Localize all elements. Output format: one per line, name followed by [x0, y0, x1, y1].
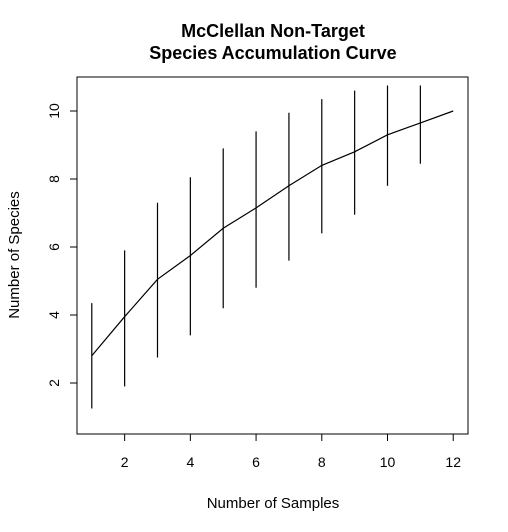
y-axis: 2 4 6 8 10	[46, 103, 77, 387]
error-bars	[91, 85, 421, 409]
y-tick-label: 4	[46, 311, 62, 319]
x-tick-label: 2	[121, 454, 129, 470]
y-tick-label: 6	[46, 243, 62, 251]
plot-frame	[76, 76, 469, 435]
y-tick-label: 2	[46, 379, 62, 387]
x-axis-label: Number of Samples	[207, 495, 340, 512]
x-axis: 2 4 6 8 10 12	[121, 434, 461, 470]
x-tick-label: 4	[186, 454, 194, 470]
accumulation-curve	[91, 110, 454, 357]
chart-title-line1: McClellan Non-Target	[181, 21, 365, 41]
x-tick-label: 10	[380, 454, 396, 470]
chart-title-line2: Species Accumulation Curve	[149, 43, 396, 63]
y-axis-label: Number of Species	[6, 191, 23, 319]
series	[91, 110, 454, 357]
x-tick-label: 12	[445, 454, 461, 470]
x-tick-label: 8	[318, 454, 326, 470]
y-tick-label: 8	[46, 175, 62, 183]
y-tick-label: 10	[46, 103, 62, 119]
x-tick-label: 6	[252, 454, 260, 470]
